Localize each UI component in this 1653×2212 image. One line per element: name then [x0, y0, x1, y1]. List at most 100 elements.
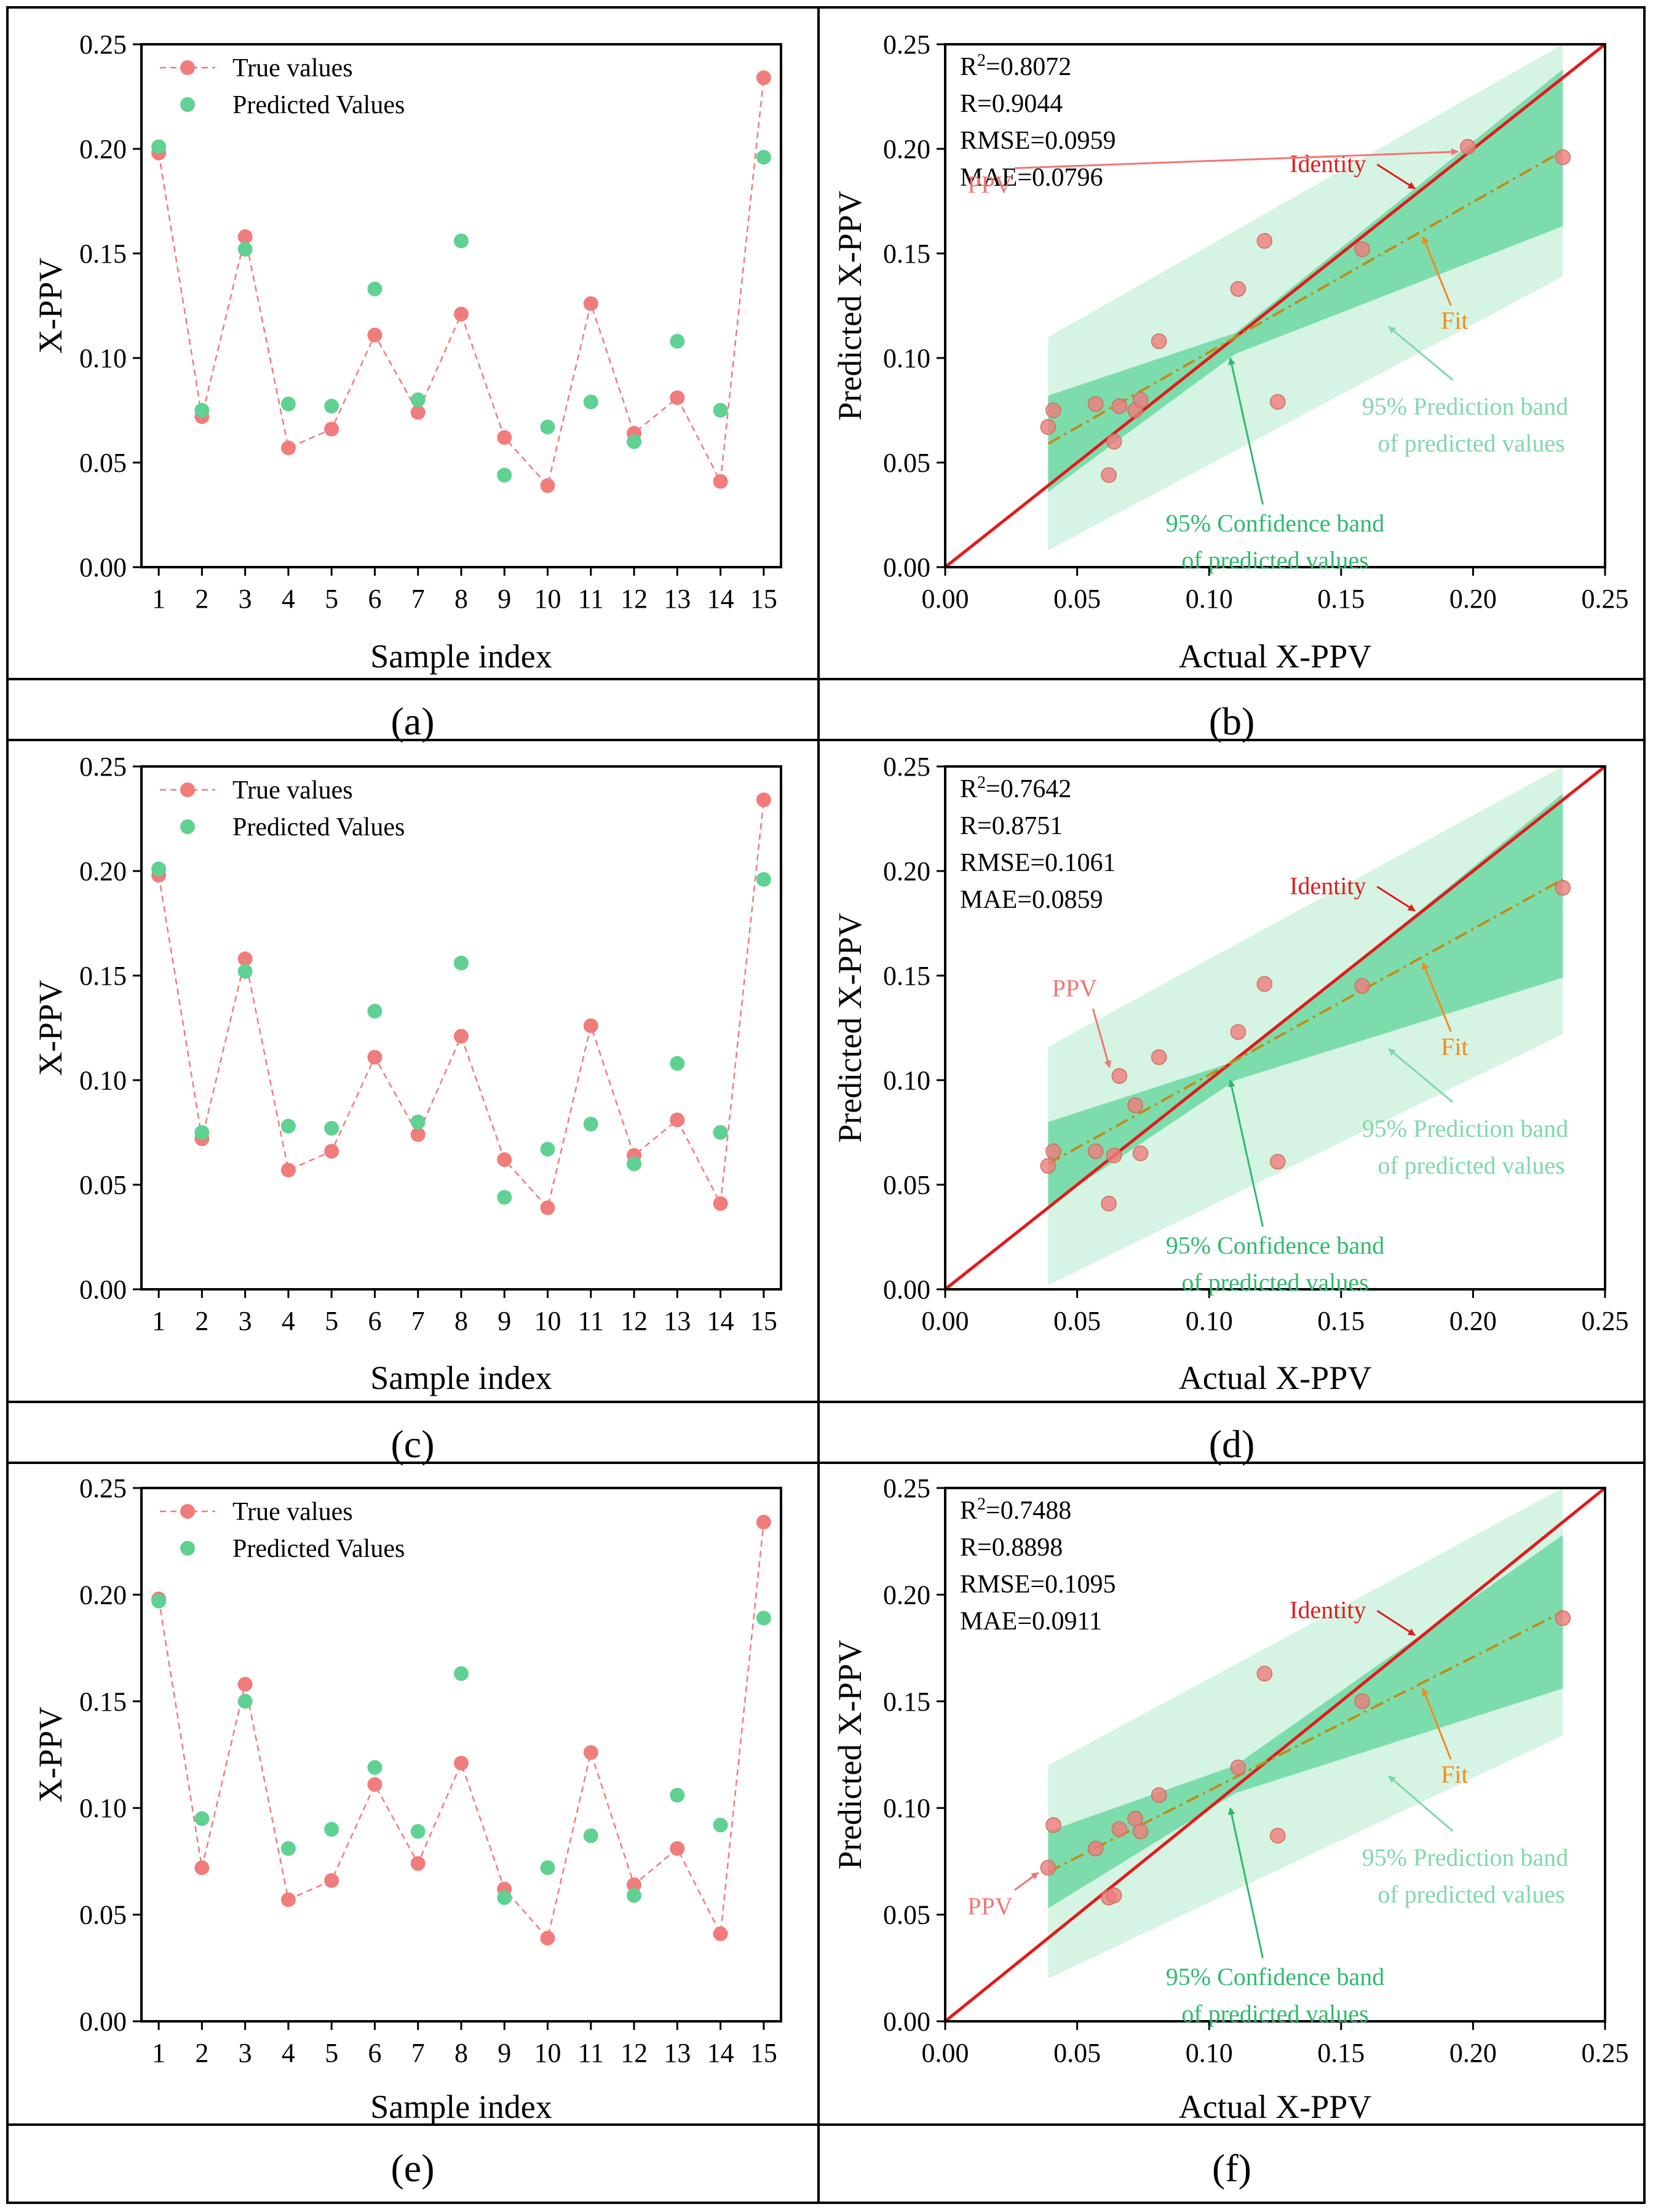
- identity-label: Identity: [1290, 1596, 1366, 1624]
- panel-b: 0.00 0.05 0.10 0.15 0.20 0.25 0.00 0.05 0.10 0.15…: [831, 30, 1629, 743]
- ppv-label: PPV: [967, 1893, 1012, 1920]
- predicted-value-point: [627, 434, 642, 449]
- legend-predicted-marker: [180, 1541, 195, 1556]
- true-value-point: [497, 1152, 512, 1168]
- fit-arrow: [1422, 962, 1452, 1032]
- predicted-value-point: [670, 1056, 685, 1071]
- x-tick-label: 0.20: [1449, 2038, 1497, 2068]
- x-tick-label: 10: [534, 1306, 561, 1336]
- data-point: [1354, 1693, 1370, 1709]
- x-tick-label: 0.00: [922, 584, 969, 614]
- true-value-point: [756, 70, 771, 86]
- stat-mae: MAE=0.0911: [960, 1607, 1102, 1636]
- true-value-point: [454, 1756, 469, 1771]
- predicted-value-point: [237, 242, 253, 257]
- confidence-band-label: of predicted values: [1181, 1268, 1368, 1296]
- y-tick-label: 0.00: [79, 1275, 127, 1305]
- x-axis-label: Actual X-PPV: [1179, 2088, 1371, 2125]
- predicted-value-point: [151, 861, 167, 877]
- y-tick-label: 0.05: [79, 1900, 127, 1930]
- x-tick-label: 6: [368, 2038, 381, 2068]
- true-value-point: [410, 405, 426, 420]
- identity-label: Identity: [1290, 149, 1366, 177]
- predicted-value-point: [367, 1760, 383, 1775]
- data-point: [1132, 392, 1149, 408]
- y-tick-label: 0.25: [883, 1473, 930, 1503]
- x-tick-label: 9: [497, 2038, 511, 2068]
- plot-area: [945, 766, 1605, 1289]
- confidence-band-label: 95% Confidence band: [1166, 1231, 1384, 1259]
- legend-true-label: True values: [232, 54, 353, 82]
- true-value-point: [713, 1196, 728, 1211]
- x-tick-label: 0.25: [1582, 2038, 1629, 2068]
- data-point: [1151, 1787, 1167, 1804]
- x-tick-label: 2: [195, 2038, 208, 2068]
- panel-d: 0.00 0.05 0.10 0.15 0.20 0.25 0.00 0.05 0.10 0.15…: [831, 752, 1629, 1466]
- x-tick-label: 15: [750, 1306, 777, 1336]
- data-point: [1101, 467, 1117, 483]
- y-tick-label: 0.00: [79, 2007, 127, 2037]
- x-tick-label: 15: [750, 2038, 777, 2068]
- y-tick-label: 0.05: [883, 1170, 930, 1200]
- y-tick-label: 0.20: [883, 134, 930, 164]
- legend-predicted-label: Predicted Values: [232, 813, 405, 841]
- data-point: [1230, 1759, 1247, 1776]
- confidence-band-label: 95% Confidence band: [1166, 1963, 1384, 1991]
- y-tick-label: 0.15: [79, 961, 127, 991]
- x-tick-label: 2: [195, 584, 208, 614]
- data-point: [1106, 1887, 1122, 1904]
- y-tick-label: 0.10: [883, 1793, 930, 1823]
- panel-caption: (b): [1209, 699, 1255, 743]
- identity-arrow: [1376, 886, 1416, 912]
- predicted-value-point: [194, 1125, 210, 1140]
- figure-border: [6, 6, 1646, 2204]
- x-tick-label: 6: [368, 1306, 381, 1336]
- legend-true-marker: [180, 782, 195, 797]
- x-tick-label: 11: [578, 2038, 604, 2068]
- true-value-point: [367, 327, 383, 343]
- x-tick-label: 13: [664, 1306, 691, 1336]
- legend-true-marker: [180, 1504, 195, 1519]
- predicted-value-point: [540, 1860, 555, 1876]
- true-value-point: [583, 1745, 598, 1760]
- panel-f: 0.00 0.05 0.10 0.15 0.20 0.25 0.00 0.05 0.10 0.15…: [831, 1473, 1629, 2190]
- confidence-band-arrow: [1228, 1079, 1264, 1227]
- predicted-value-point: [280, 396, 296, 412]
- stat-rmse: RMSE=0.0959: [960, 127, 1116, 155]
- x-tick-label: 13: [664, 584, 691, 614]
- panel-e: 0.000.050.100.150.200.251 2 3 4 5 6 7 8 9 10 11 12 1…: [32, 1473, 782, 2190]
- data-point: [1354, 241, 1370, 257]
- fit-arrow: [1422, 236, 1452, 306]
- identity-line: [945, 1488, 1605, 2021]
- y-axis-label: X-PPV: [32, 980, 69, 1076]
- x-tick-label: 12: [620, 584, 648, 614]
- predicted-value-point: [237, 1693, 253, 1709]
- x-tick-label: 14: [707, 2038, 734, 2068]
- predicted-value-point: [454, 1666, 469, 1681]
- data-point: [1127, 1097, 1143, 1113]
- data-point: [1111, 1821, 1128, 1837]
- x-tick-label: 0.05: [1053, 1306, 1101, 1336]
- true-value-point: [237, 229, 253, 244]
- predicted-value-point: [497, 467, 512, 483]
- y-tick-label: 0.15: [79, 239, 127, 269]
- data-point: [1460, 138, 1476, 155]
- predicted-value-point: [713, 403, 728, 418]
- confidence-band-label: of predicted values: [1181, 2000, 1368, 2027]
- data-point: [1111, 1068, 1128, 1084]
- predicted-value-point: [367, 281, 383, 296]
- predicted-value-point: [324, 1121, 339, 1136]
- stat-r-squared: R2=0.7488: [960, 1495, 1071, 1526]
- predicted-value-point: [497, 1890, 512, 1905]
- data-point: [1106, 1147, 1122, 1164]
- x-tick-label: 8: [454, 1306, 468, 1336]
- confidence-band: [1048, 1535, 1563, 1909]
- x-tick-label: 5: [325, 584, 338, 614]
- x-tick-label: 1: [152, 1306, 165, 1336]
- x-tick-label: 0.05: [1053, 2038, 1101, 2068]
- stat-mae: MAE=0.0859: [960, 886, 1103, 914]
- data-point: [1106, 434, 1122, 450]
- legend-true-label: True values: [232, 776, 353, 805]
- x-tick-label: 11: [578, 1306, 604, 1336]
